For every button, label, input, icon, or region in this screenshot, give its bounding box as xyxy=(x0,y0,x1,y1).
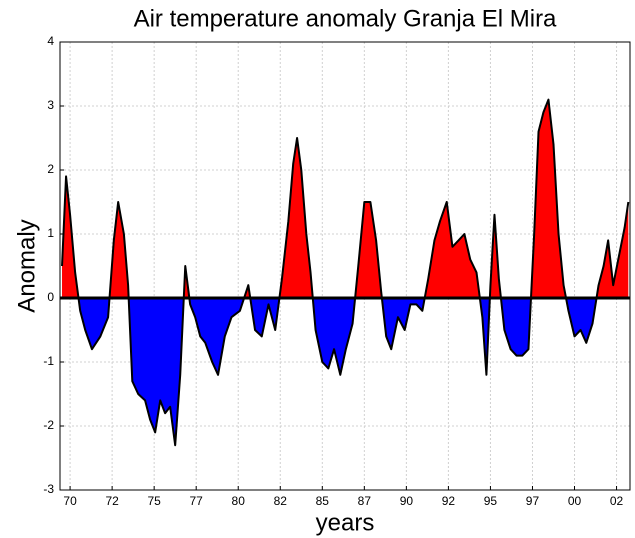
x-axis-label: years xyxy=(316,509,375,536)
positive-area xyxy=(62,99,629,298)
x-tick-label: 75 xyxy=(147,494,161,508)
y-tick-label: 2 xyxy=(47,162,54,176)
x-tick-label: 82 xyxy=(274,494,288,508)
x-tick-label: 00 xyxy=(568,494,582,508)
x-tick-label: 87 xyxy=(358,494,372,508)
x-tick-label: 95 xyxy=(484,494,498,508)
y-tick-label: -2 xyxy=(43,418,54,432)
x-tick-label: 02 xyxy=(610,494,624,508)
x-tick-label: 72 xyxy=(105,494,119,508)
x-tick-label: 85 xyxy=(316,494,330,508)
y-tick-label: 4 xyxy=(47,34,54,48)
y-tick-label: 1 xyxy=(47,226,54,240)
y-tick-label: -1 xyxy=(43,354,54,368)
anomaly-line xyxy=(61,98,630,447)
x-tick-label: 80 xyxy=(232,494,246,508)
x-tick-label: 90 xyxy=(400,494,414,508)
negative-area xyxy=(62,298,629,446)
plot-frame xyxy=(59,41,631,491)
y-tick-label: 3 xyxy=(47,98,54,112)
x-tick-label: 70 xyxy=(63,494,77,508)
y-tick-label: 0 xyxy=(47,290,54,304)
y-tick-label: -3 xyxy=(43,482,54,496)
x-tick-label: 77 xyxy=(190,494,204,508)
chart-title: Air temperature anomaly Granja El Mira xyxy=(134,5,557,32)
x-tick-label: 92 xyxy=(442,494,456,508)
x-tick-label: 97 xyxy=(526,494,540,508)
y-axis-label: Anomaly xyxy=(13,219,40,312)
